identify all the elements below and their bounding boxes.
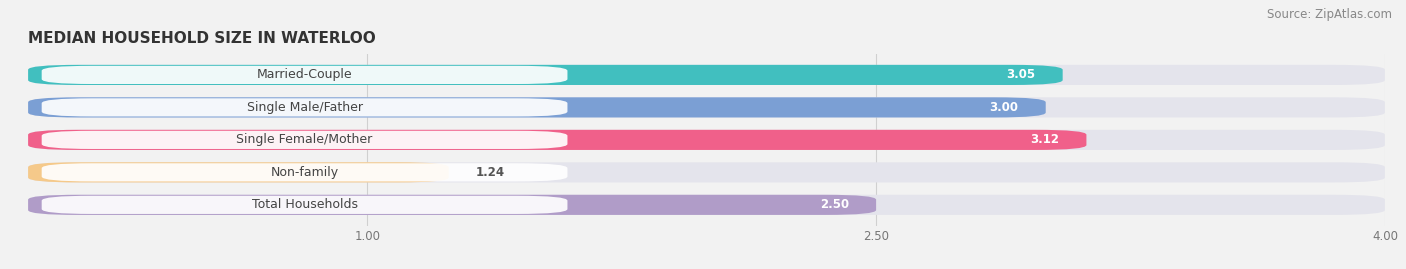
FancyBboxPatch shape (28, 162, 1385, 182)
Text: Non-family: Non-family (270, 166, 339, 179)
FancyBboxPatch shape (28, 130, 1385, 150)
Text: MEDIAN HOUSEHOLD SIZE IN WATERLOO: MEDIAN HOUSEHOLD SIZE IN WATERLOO (28, 31, 375, 46)
Text: Single Female/Mother: Single Female/Mother (236, 133, 373, 146)
FancyBboxPatch shape (28, 65, 1385, 85)
Text: 3.12: 3.12 (1031, 133, 1059, 146)
FancyBboxPatch shape (28, 97, 1046, 118)
FancyBboxPatch shape (42, 163, 568, 182)
Text: Total Households: Total Households (252, 198, 357, 211)
Text: Married-Couple: Married-Couple (257, 68, 353, 82)
Text: 3.05: 3.05 (1007, 68, 1036, 82)
Text: Single Male/Father: Single Male/Father (246, 101, 363, 114)
FancyBboxPatch shape (28, 162, 449, 182)
FancyBboxPatch shape (42, 196, 568, 214)
Text: 3.00: 3.00 (990, 101, 1018, 114)
FancyBboxPatch shape (28, 195, 1385, 215)
FancyBboxPatch shape (28, 97, 1385, 118)
FancyBboxPatch shape (28, 130, 1087, 150)
Text: 1.24: 1.24 (475, 166, 505, 179)
FancyBboxPatch shape (42, 98, 568, 116)
Text: Source: ZipAtlas.com: Source: ZipAtlas.com (1267, 8, 1392, 21)
FancyBboxPatch shape (42, 66, 568, 84)
Text: 2.50: 2.50 (820, 198, 849, 211)
FancyBboxPatch shape (42, 131, 568, 149)
FancyBboxPatch shape (28, 65, 1063, 85)
FancyBboxPatch shape (28, 195, 876, 215)
